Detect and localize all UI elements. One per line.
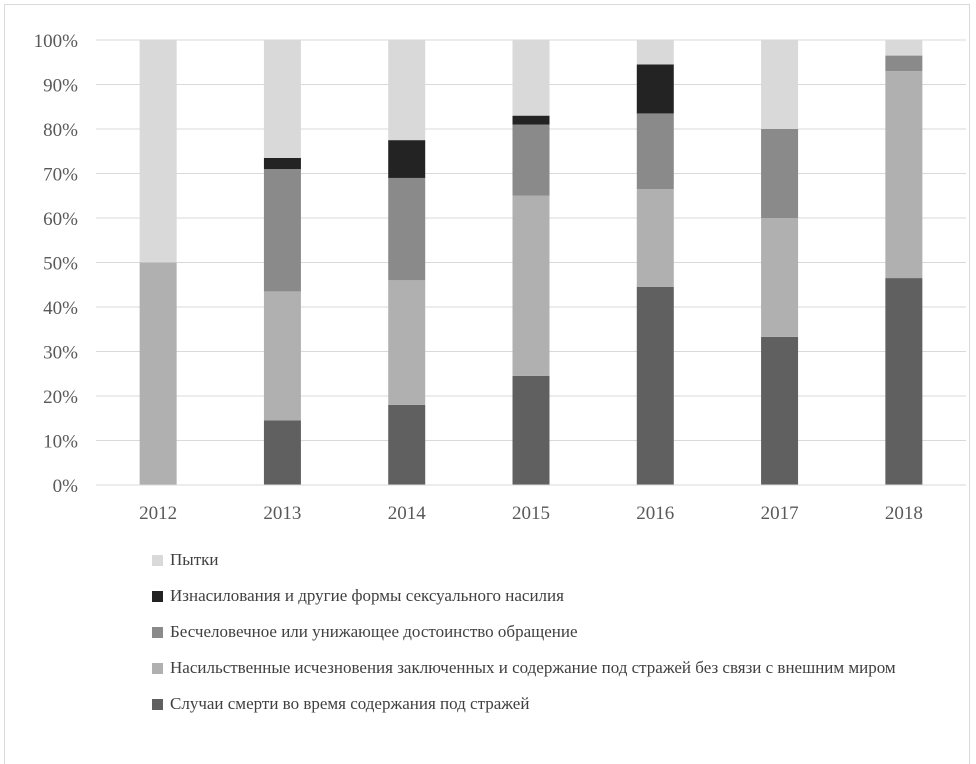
legend: Пытки Изнасилования и другие формы сексуа… — [152, 550, 952, 730]
y-tick-label: 20% — [43, 387, 78, 408]
x-tick-label: 2015 — [512, 503, 550, 524]
x-tick-label: 2016 — [636, 503, 674, 524]
legend-swatch — [152, 627, 163, 638]
bar-segment — [263, 169, 301, 292]
bar-segment — [761, 129, 799, 218]
legend-label: Изнасилования и другие формы сексуальног… — [170, 586, 564, 605]
bar-segment — [263, 420, 301, 485]
bar-segment — [636, 40, 674, 65]
y-tick-label: 100% — [34, 31, 79, 52]
bar-segment — [512, 124, 550, 196]
bar-segment — [636, 113, 674, 190]
bar-segment — [512, 195, 550, 376]
legend-label: Пытки — [170, 550, 219, 569]
bar-segment — [388, 404, 426, 485]
bars — [139, 40, 923, 485]
bar-segment — [636, 286, 674, 485]
bar-segment — [263, 291, 301, 421]
bar-segment — [388, 280, 426, 405]
x-tick-label: 2014 — [388, 503, 427, 524]
legend-swatch — [152, 699, 163, 710]
x-tick-label: 2013 — [263, 503, 301, 524]
bar-segment — [388, 140, 426, 178]
bar-segment — [636, 189, 674, 287]
legend-label: Насильственные исчезновения заключенных … — [170, 658, 896, 677]
y-tick-label: 60% — [43, 209, 78, 230]
y-tick-label: 40% — [43, 298, 78, 319]
bar-segment — [761, 336, 799, 485]
y-tick-label: 30% — [43, 343, 78, 364]
x-axis-ticks: 2012 2013 2014 2015 2016 2017 2018 — [139, 503, 923, 524]
y-tick-label: 70% — [43, 165, 78, 186]
legend-swatch — [152, 591, 163, 602]
legend-item: Случаи смерти во время содержания под ст… — [152, 694, 952, 714]
legend-item: Бесчеловечное или унижающее достоинство … — [152, 622, 952, 642]
legend-swatch — [152, 555, 163, 566]
chart-frame — [4, 4, 970, 764]
bar-segment — [388, 40, 426, 141]
y-tick-label: 10% — [43, 432, 78, 453]
bar-segment — [885, 278, 923, 485]
y-tick-label: 0% — [53, 476, 79, 497]
bar-segment — [761, 40, 799, 129]
bar-segment — [512, 375, 550, 485]
legend-label: Бесчеловечное или унижающее достоинство … — [170, 622, 578, 641]
y-tick-label: 50% — [43, 254, 78, 275]
bar-segment — [885, 40, 923, 56]
legend-swatch — [152, 663, 163, 674]
bar-segment — [885, 71, 923, 279]
bar-segment — [512, 115, 550, 125]
legend-item: Насильственные исчезновения заключенных … — [152, 658, 952, 678]
x-tick-label: 2012 — [139, 503, 177, 524]
legend-item: Изнасилования и другие формы сексуальног… — [152, 586, 952, 606]
bar-segment — [139, 40, 177, 263]
x-tick-label: 2017 — [761, 503, 799, 524]
bar-segment — [512, 40, 550, 116]
y-tick-label: 90% — [43, 76, 78, 97]
stacked-bar-chart: 0%10%20%30%40%50%60%70%80%90%100% 2012 20… — [34, 31, 966, 524]
bar-segment — [636, 64, 674, 114]
x-tick-label: 2018 — [885, 503, 923, 524]
legend-item: Пытки — [152, 550, 952, 570]
bar-segment — [263, 40, 301, 158]
y-tick-label: 80% — [43, 120, 78, 141]
legend-label: Случаи смерти во время содержания под ст… — [170, 694, 530, 713]
bar-segment — [388, 177, 426, 281]
bar-segment — [139, 262, 177, 485]
bar-segment — [761, 218, 799, 337]
bar-segment — [885, 55, 923, 72]
bar-segment — [263, 157, 301, 170]
y-axis-ticks: 0% 10% 20% 30% 40% 50% 60% 70% 80% 90% 100% — [34, 31, 79, 497]
